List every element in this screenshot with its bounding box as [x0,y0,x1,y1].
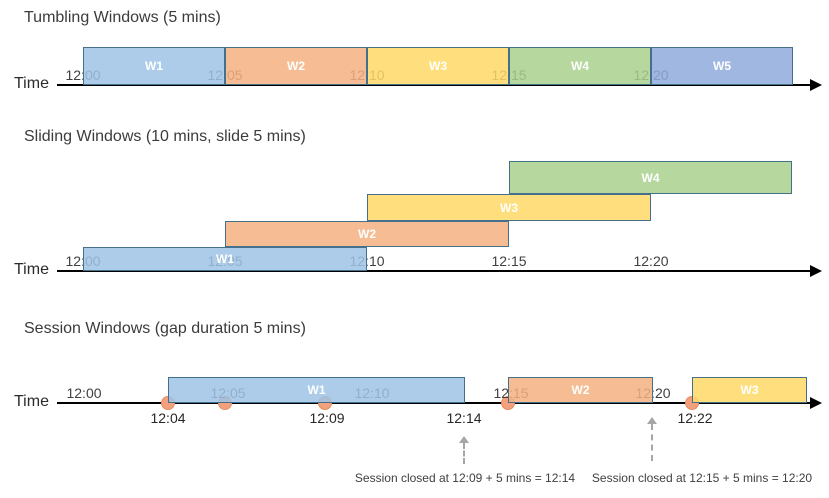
window-box-w2 [225,221,509,247]
time-axis-label: Time [14,393,49,410]
window-label: W1 [307,383,326,397]
event-time-label: 12:14 [446,410,482,426]
timeline-arrow-icon [810,79,822,91]
window-label: W4 [641,170,660,185]
annotation-arrow-stem [463,443,465,464]
time-axis-label: Time [14,75,49,92]
event-time-label: 12:22 [677,410,713,426]
window-box-w3 [367,194,651,221]
annotation-arrow-icon [459,436,469,443]
window-label: W3 [740,383,759,397]
timeline-axis [57,84,810,86]
time-axis-label: Time [14,261,49,278]
window-label: W3 [429,59,447,73]
window-box-w1 [83,247,367,271]
timeline-axis [57,402,810,404]
window-label: W2 [358,227,376,241]
window-label: W2 [287,59,305,73]
tick-label: 12:00 [66,385,102,401]
window-box-w3 [692,377,807,403]
section-title-session: Session Windows (gap duration 5 mins) [24,320,306,337]
window-label: W1 [145,59,163,73]
window-box-w3 [367,47,509,85]
window-box-w2 [225,47,367,85]
window-label: W1 [216,252,234,266]
window-label: W4 [571,59,589,73]
section-title-sliding: Sliding Windows (10 mins, slide 5 mins) [24,128,306,145]
annotation-text: Session closed at 12:09 + 5 mins = 12:14 [354,471,576,485]
annotation-arrow-icon [647,417,657,424]
timeline-arrow-icon [810,265,822,277]
window-label: W2 [571,383,590,397]
tick-label: 12:15 [491,253,527,269]
window-label: W3 [500,200,518,215]
window-box-w4 [509,47,651,85]
window-box-w1 [83,47,225,85]
event-time-label: 12:04 [150,410,186,426]
window-box-w4 [509,161,792,194]
section-title-tumbling: Tumbling Windows (5 mins) [24,9,221,26]
window-box-w2 [508,377,653,403]
event-time-label: 12:09 [309,410,345,426]
tick-label: 12:20 [633,253,669,269]
timeline-axis [57,270,810,272]
window-box-w1 [168,377,465,403]
window-label: W5 [713,59,731,73]
window-box-w5 [651,47,793,85]
annotation-arrow-stem [651,424,653,461]
annotation-text: Session closed at 12:15 + 5 mins = 12:20 [591,471,813,485]
timeline-arrow-icon [810,397,822,409]
